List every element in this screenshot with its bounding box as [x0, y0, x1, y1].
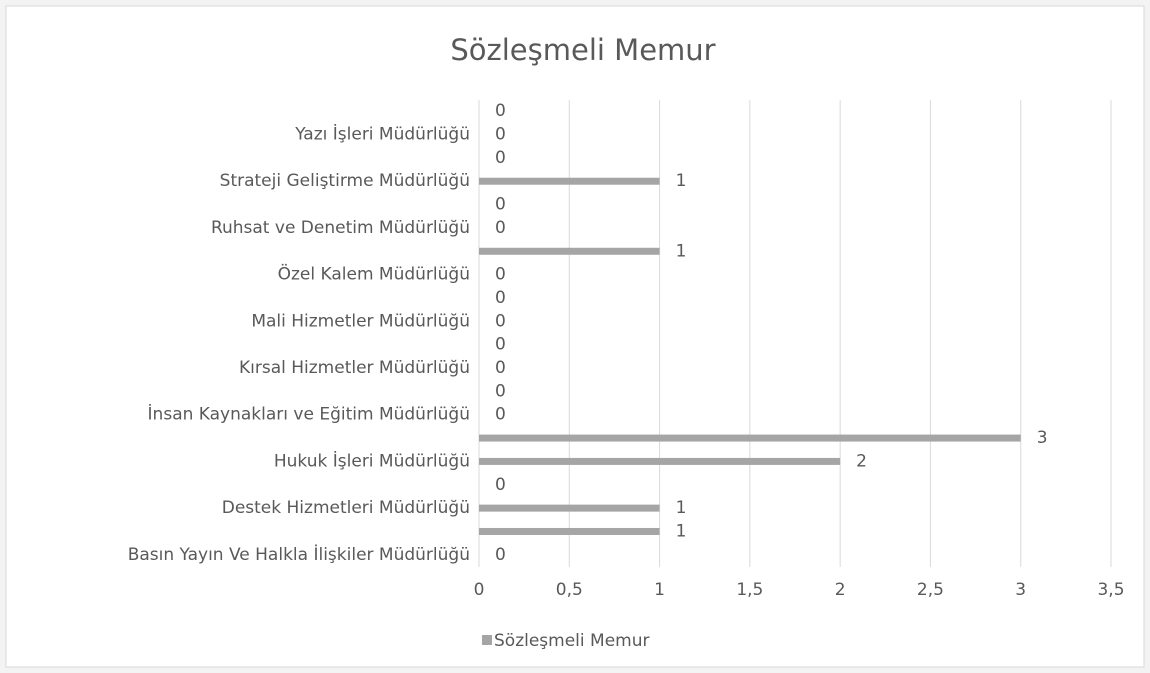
x-tick-label: 2,5: [917, 580, 944, 600]
x-tick-label: 1: [654, 580, 665, 600]
x-tick-label: 3,5: [1097, 580, 1124, 600]
x-tick-label: 0: [474, 580, 485, 600]
data-label: 2: [856, 451, 867, 471]
data-label: 0: [495, 475, 506, 495]
data-label: 0: [495, 265, 506, 285]
y-tick-label: Basın Yayın Ve Halkla İlişkiler Müdürlüğ…: [128, 544, 470, 565]
data-label: 1: [676, 241, 687, 261]
bar: [479, 434, 1021, 442]
data-label: 0: [495, 288, 506, 308]
y-tick-label: Özel Kalem Müdürlüğü: [278, 263, 470, 285]
y-tick-label: Kırsal Hizmetler Müdürlüğü: [239, 358, 470, 378]
data-label: 0: [495, 335, 506, 355]
y-tick-label: İnsan Kaynakları ve Eğitim Müdürlüğü: [148, 404, 470, 425]
x-tick-label: 3: [1015, 580, 1026, 600]
bar: [479, 177, 660, 185]
data-label: 0: [495, 381, 506, 401]
legend-swatch: [482, 635, 492, 645]
data-label: 1: [676, 498, 687, 518]
data-label: 0: [495, 358, 506, 378]
x-tick-label: 0,5: [556, 580, 583, 600]
chart-area: [5, 5, 1145, 668]
y-tick-label: Ruhsat ve Denetim Müdürlüğü: [211, 218, 470, 238]
y-tick-label: Hukuk İşleri Müdürlüğü: [274, 450, 470, 471]
y-tick-label: Strateji Geliştirme Müdürlüğü: [220, 171, 470, 191]
data-label: 0: [495, 195, 506, 215]
bar: [479, 247, 660, 255]
y-tick-label: Yazı İşleri Müdürlüğü: [294, 124, 470, 145]
data-label: 0: [495, 545, 506, 565]
data-label: 0: [495, 125, 506, 145]
legend-label: Sözleşmeli Memur: [494, 631, 649, 651]
bar: [479, 504, 660, 512]
data-label: 0: [495, 148, 506, 168]
data-label: 0: [495, 101, 506, 121]
data-label: 0: [495, 405, 506, 425]
bar: [479, 457, 841, 465]
x-tick-label: 2: [835, 580, 846, 600]
data-label: 1: [676, 521, 687, 541]
data-label: 3: [1037, 428, 1048, 448]
x-tick-label: 1,5: [736, 580, 763, 600]
chart-title: Sözleşmeli Memur: [450, 33, 715, 67]
y-tick-label: Mali Hizmetler Müdürlüğü: [251, 311, 470, 331]
data-label: 1: [676, 171, 687, 191]
data-label: 0: [495, 218, 506, 238]
data-label: 0: [495, 311, 506, 331]
bar: [479, 527, 660, 535]
y-tick-label: Destek Hizmetleri Müdürlüğü: [222, 498, 470, 518]
